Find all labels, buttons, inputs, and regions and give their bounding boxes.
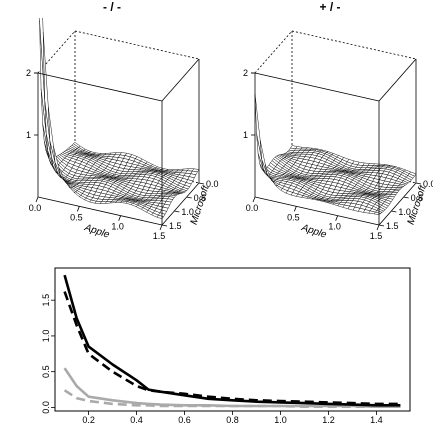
y-tick <box>198 182 205 185</box>
box-edge <box>37 196 163 226</box>
z-tick-label: 1 <box>26 130 31 140</box>
box-edge <box>161 182 200 226</box>
x-tick-label: 1.0 <box>274 415 287 423</box>
box-edge <box>161 58 200 102</box>
y-tick <box>415 182 422 185</box>
x-tick-label: 0.2 <box>82 415 95 423</box>
y-tick-label: 0.0 <box>423 179 433 189</box>
y-tick <box>161 224 168 227</box>
series-black-dashed <box>63 291 401 406</box>
x-tick-label: 0.5 <box>287 212 300 222</box>
surface-plot-minus-minus: - / - 120.00.51.01.50.00.51.01.5AppleMic… <box>26 0 219 241</box>
x-axis-label: Apple <box>82 222 111 241</box>
z-tick-label: 2 <box>26 68 31 78</box>
box-edge <box>254 72 380 102</box>
surface-mesh <box>39 18 200 220</box>
x-tick <box>293 206 297 212</box>
y-tick-label: 1.5 <box>41 294 51 307</box>
line-plot: 0.0 0.5 1.0 1.5 0.2 0.4 0.6 0.8 1.0 1.2 1.4 <box>41 267 411 423</box>
x-tick <box>376 224 380 231</box>
y-tick <box>186 196 192 199</box>
x-tick-label: 0.4 <box>130 415 143 423</box>
y-tick-label: 0.5 <box>194 193 207 203</box>
y-tick-label: 1.0 <box>398 207 411 217</box>
box-edge-dotted <box>291 30 417 60</box>
x-tick-label: 1.0 <box>111 222 124 232</box>
box-edge-dotted <box>74 30 200 60</box>
y-tick <box>378 224 385 227</box>
z-tick-label: 1 <box>243 130 248 140</box>
x-tick <box>35 196 39 203</box>
y-tick-label: 1.5 <box>386 221 399 231</box>
plot-frame <box>54 267 411 412</box>
x-tick <box>76 206 80 212</box>
y-tick-label: 1.5 <box>169 221 182 231</box>
x-tick-label: 1.5 <box>370 231 383 241</box>
y-axis-label: Microsoft <box>406 183 429 226</box>
y-tick-label: 0.0 <box>206 179 219 189</box>
box-edge <box>378 58 417 102</box>
surface-title: - / - <box>103 0 121 14</box>
x-tick-label: 0.8 <box>226 415 239 423</box>
x-tick <box>159 224 163 231</box>
box-edge <box>254 196 380 226</box>
series-black-solid <box>63 274 401 407</box>
y-tick-label: 0.0 <box>41 401 51 414</box>
box-edge <box>378 182 417 226</box>
x-tick-label: 0.6 <box>178 415 191 423</box>
x-tick-label: 0.0 <box>246 203 259 213</box>
box-edge <box>37 72 163 102</box>
x-axis-label: Apple <box>299 222 328 241</box>
x-tick-label: 0.5 <box>70 212 83 222</box>
surface-title: + / - <box>319 0 340 14</box>
y-tick <box>403 196 409 199</box>
y-tick-label: 1.0 <box>181 207 194 217</box>
x-tick-label: 1.5 <box>153 231 166 241</box>
x-tick-label: 1.0 <box>328 222 341 232</box>
x-tick <box>252 196 256 203</box>
surface-plot-plus-minus: + / - 120.00.51.01.50.00.51.01.5AppleMic… <box>243 0 433 241</box>
y-tick <box>174 210 180 213</box>
x-tick-label: 0.0 <box>29 203 42 213</box>
y-tick-label: 1.0 <box>41 330 51 343</box>
x-tick-label: 1.2 <box>322 415 335 423</box>
y-axis-label: Microsoft <box>189 183 212 226</box>
y-tick-label: 0.5 <box>411 193 424 203</box>
x-tick <box>118 215 122 221</box>
surface-mesh <box>254 93 417 215</box>
box-edge-dotted <box>254 30 293 74</box>
series-gray-solid <box>63 367 401 408</box>
x-tick <box>335 215 339 221</box>
x-tick-label: 1.4 <box>370 415 383 423</box>
y-tick-label: 0.5 <box>41 365 51 378</box>
y-tick <box>391 210 397 213</box>
z-tick-label: 2 <box>243 68 248 78</box>
